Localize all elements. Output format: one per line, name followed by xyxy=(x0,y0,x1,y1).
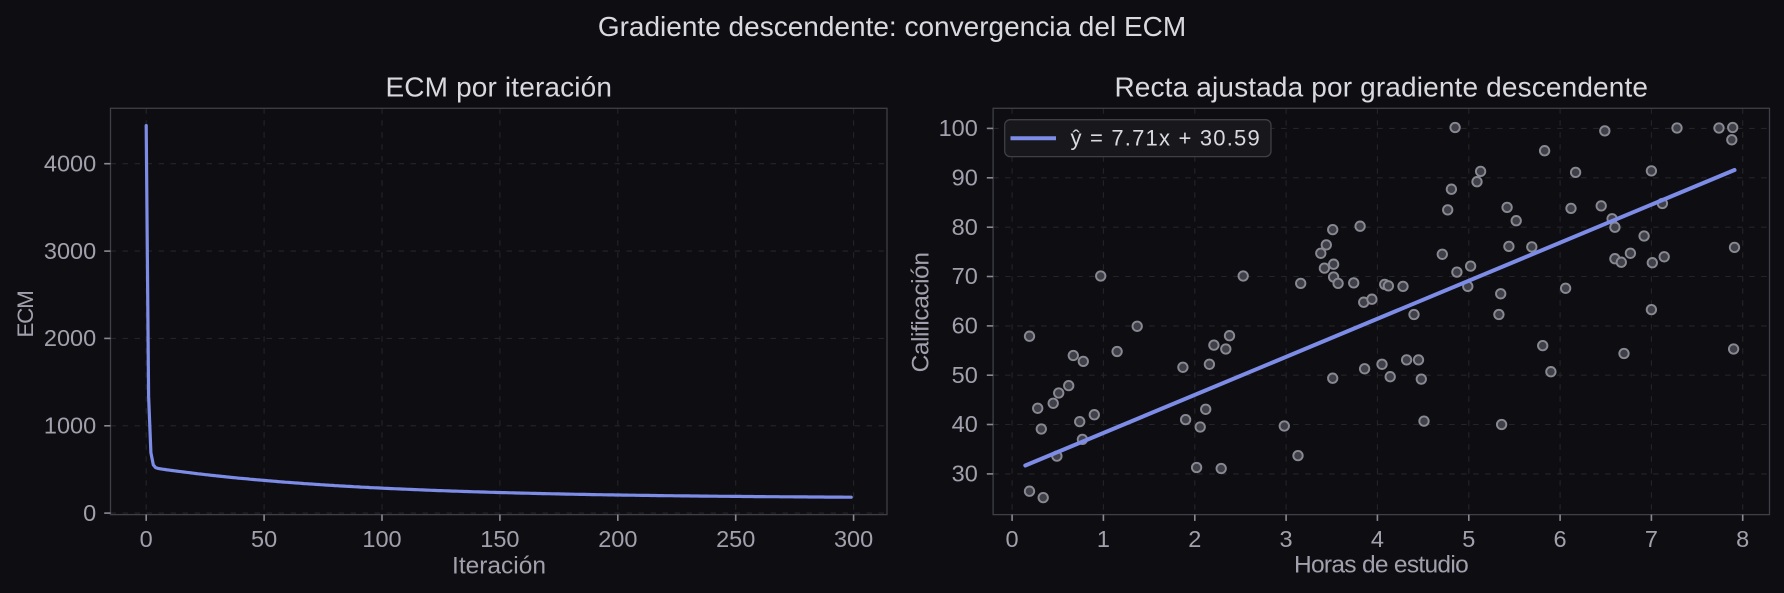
svg-text:ECM: ECM xyxy=(13,291,38,337)
svg-text:Gradiente descendente: converg: Gradiente descendente: convergencia del … xyxy=(598,11,1186,42)
svg-text:3000: 3000 xyxy=(44,238,96,264)
svg-text:1: 1 xyxy=(1097,526,1110,552)
svg-text:150: 150 xyxy=(480,526,519,552)
svg-text:300: 300 xyxy=(834,526,873,552)
svg-text:Calificación: Calificación xyxy=(908,252,935,372)
svg-text:40: 40 xyxy=(952,411,978,437)
svg-text:50: 50 xyxy=(952,362,978,388)
svg-text:6: 6 xyxy=(1554,526,1567,552)
svg-text:5: 5 xyxy=(1462,526,1475,552)
svg-text:Iteración: Iteración xyxy=(452,553,546,580)
svg-text:8: 8 xyxy=(1736,526,1749,552)
svg-text:60: 60 xyxy=(952,313,978,339)
svg-text:1000: 1000 xyxy=(44,412,96,438)
svg-text:30: 30 xyxy=(952,461,978,487)
svg-text:2: 2 xyxy=(1188,526,1201,552)
svg-text:0: 0 xyxy=(83,500,96,526)
svg-text:ECM por iteración: ECM por iteración xyxy=(385,72,612,103)
svg-text:50: 50 xyxy=(251,526,277,552)
svg-text:4: 4 xyxy=(1371,526,1384,552)
svg-text:250: 250 xyxy=(716,526,755,552)
svg-text:90: 90 xyxy=(952,165,978,191)
svg-text:70: 70 xyxy=(952,263,978,289)
svg-text:0: 0 xyxy=(140,526,153,552)
svg-text:2000: 2000 xyxy=(44,325,96,351)
svg-text:Horas de estudio: Horas de estudio xyxy=(1294,552,1468,579)
svg-text:4000: 4000 xyxy=(44,150,96,176)
svg-text:7: 7 xyxy=(1645,526,1658,552)
svg-text:0: 0 xyxy=(1006,526,1019,552)
svg-text:ŷ = 7.71x + 30.59: ŷ = 7.71x + 30.59 xyxy=(1071,126,1261,151)
svg-text:100: 100 xyxy=(939,115,978,141)
svg-text:Recta ajustada por gradiente d: Recta ajustada por gradiente descendente xyxy=(1114,72,1648,103)
svg-text:100: 100 xyxy=(362,526,401,552)
svg-text:200: 200 xyxy=(598,526,637,552)
svg-text:80: 80 xyxy=(952,214,978,240)
svg-text:3: 3 xyxy=(1280,526,1293,552)
